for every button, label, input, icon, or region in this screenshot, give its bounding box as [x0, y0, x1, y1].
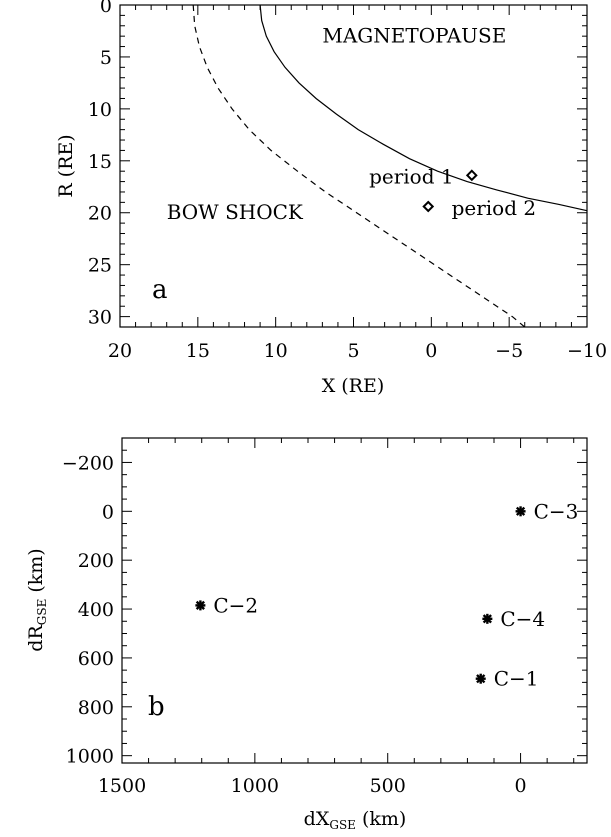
panel-a-series — [192, 4, 588, 328]
a-annotation: period 2 — [452, 196, 537, 220]
asterisk-stroke — [195, 600, 205, 610]
a-xtick-label: 10 — [264, 340, 288, 362]
a-xtick-label: −5 — [495, 340, 523, 362]
a-xtick-label: −10 — [567, 340, 607, 362]
spacecraft-label: C−2 — [213, 593, 258, 617]
b-xtick-label: 1500 — [98, 775, 146, 797]
b-xtick-label: 500 — [370, 775, 406, 797]
a-ytick-label: 0 — [100, 0, 112, 17]
a-ytick-label: 5 — [100, 47, 112, 69]
bow-shock-curve — [192, 4, 526, 328]
a-annotation: period 1 — [369, 165, 454, 189]
magnetopause-curve — [259, 4, 588, 212]
panel-b-label: b — [148, 692, 165, 722]
period-2-marker — [422, 200, 435, 213]
panel-a-label: a — [152, 275, 168, 305]
asterisk-stroke — [482, 614, 492, 624]
spacecraft-4-marker — [482, 613, 493, 624]
spacecraft-label: C−3 — [534, 499, 579, 523]
asterisk-stroke — [476, 674, 486, 684]
panel-b-ylabel: dRGSE(km) — [25, 548, 49, 651]
panel-b-ticks: 1500 1000 500 0 −200 0 200 400 600 800 1000 — [62, 437, 587, 797]
panel-b-frame — [121, 437, 588, 764]
asterisk-stroke — [515, 506, 526, 516]
a-ytick-label: 15 — [88, 151, 112, 173]
a-xtick-label: 0 — [425, 340, 437, 362]
panel-b-points: C−1 C−2 C−3 C−4 — [195, 499, 579, 691]
a-annotation: MAGNETOPAUSE — [322, 23, 506, 47]
spacecraft-2-marker — [195, 600, 206, 611]
panel-a-annotations: MAGNETOPAUSE BOW SHOCK period 1 period 2 — [167, 23, 536, 224]
panel-a-points — [422, 169, 478, 213]
b-xtick-label: 0 — [515, 775, 527, 797]
b-ytick-label: −200 — [62, 452, 114, 474]
spacecraft-label: C−1 — [494, 667, 539, 691]
b-ytick-label: 600 — [78, 648, 114, 670]
b-ytick-label: 400 — [78, 599, 114, 621]
period-1-marker — [465, 169, 478, 182]
panel-b-xlabel: dXGSE (km) — [304, 808, 407, 832]
b-ytick-label: 200 — [78, 550, 114, 572]
panel-a-xlabel: X (RE) — [322, 375, 385, 397]
a-annotation: BOW SHOCK — [167, 200, 304, 224]
b-ytick-label: 800 — [78, 697, 114, 719]
a-xtick-label: 5 — [347, 340, 359, 362]
a-ytick-label: 25 — [88, 255, 112, 277]
spacecraft-label: C−4 — [500, 607, 545, 631]
spacecraft-3-marker — [515, 506, 526, 517]
a-ytick-label: 30 — [88, 307, 112, 329]
panel-a-ticks: 20 15 10 5 0 −5 −10 0 5 10 15 20 25 30 — [88, 0, 607, 362]
b-ytick-label: 1000 — [66, 746, 114, 768]
panel-a-frame — [119, 4, 588, 328]
a-xtick-label: 15 — [186, 340, 210, 362]
a-ytick-label: 10 — [88, 99, 112, 121]
a-ytick-label: 20 — [88, 203, 112, 225]
panel-a-ylabel: R (RE) — [55, 134, 77, 197]
b-xtick-label: 1000 — [231, 775, 279, 797]
spacecraft-1-marker — [475, 673, 486, 684]
panel-b-chart: 1500 1000 500 0 −200 0 200 400 600 800 1000 C−1 C−2… — [25, 437, 588, 832]
panel-a-chart: 20 15 10 5 0 −5 −10 0 5 10 15 20 25 30 MAGNETOPAUSE BO… — [55, 0, 607, 397]
b-ytick-label: 0 — [102, 501, 114, 523]
a-xtick-label: 20 — [108, 340, 132, 362]
